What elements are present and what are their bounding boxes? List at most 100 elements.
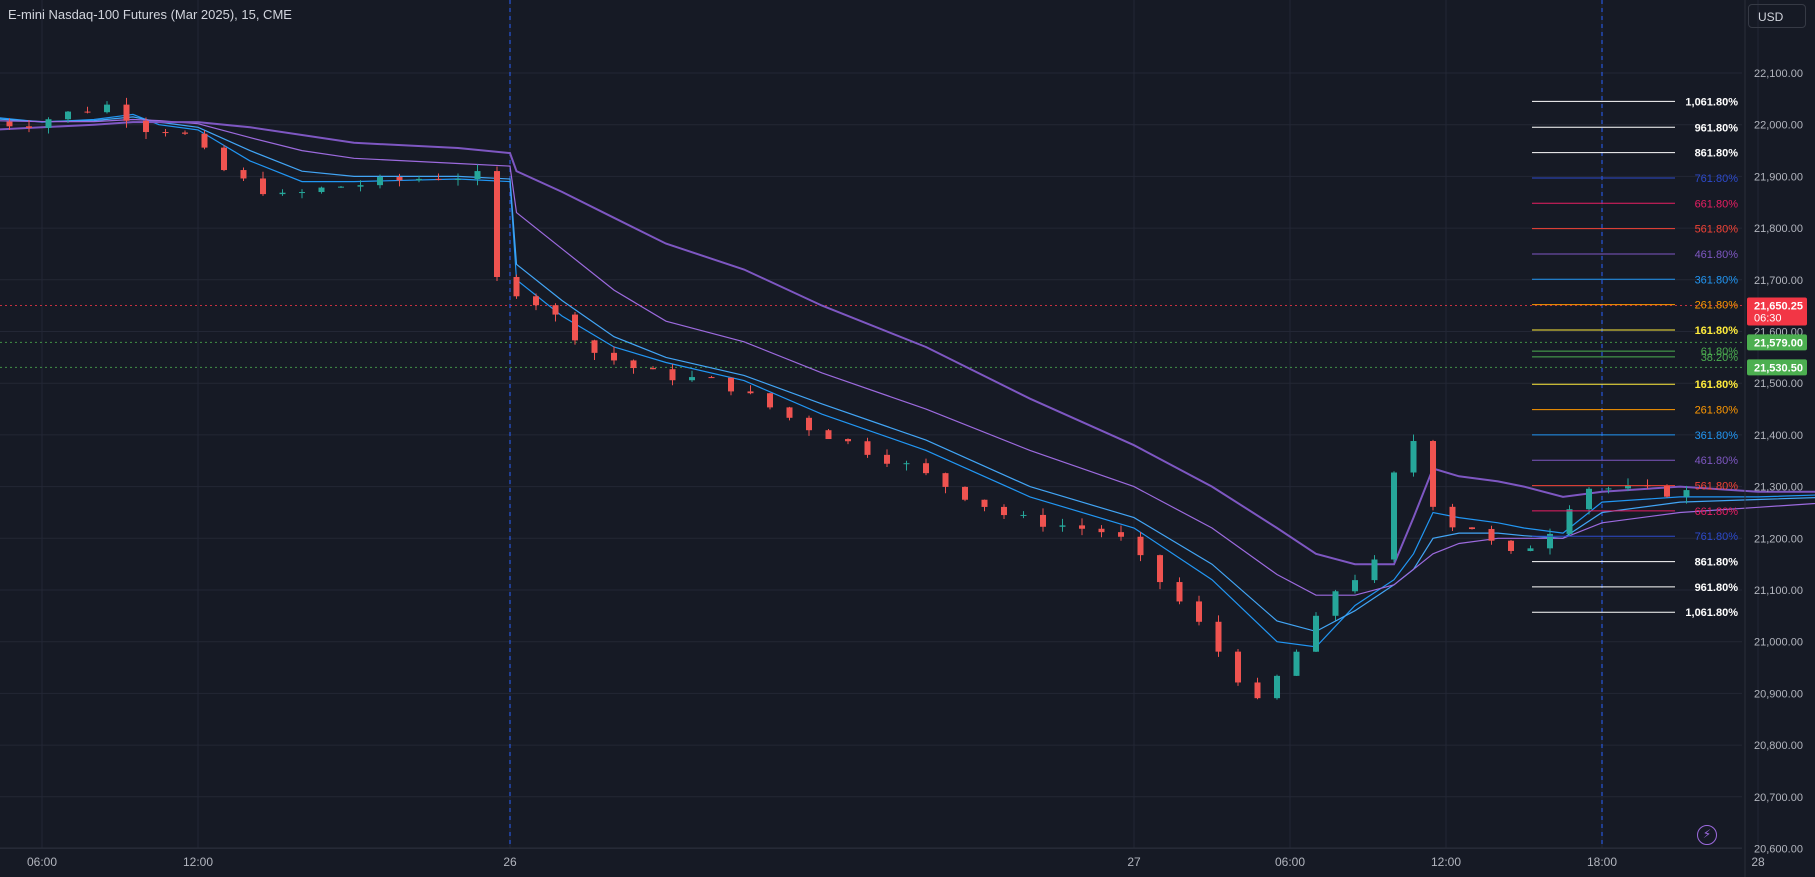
fib-level-label: 561.80%	[1695, 481, 1739, 493]
price-tag-countdown: 06:30	[1754, 313, 1782, 325]
candle-body	[1274, 675, 1280, 699]
candle-body	[1137, 536, 1144, 556]
candle-body	[455, 179, 461, 181]
candle-body	[143, 120, 149, 133]
candle-body	[767, 393, 773, 408]
candle-body	[494, 171, 500, 277]
candle-body	[786, 407, 793, 418]
candle-body	[299, 192, 305, 194]
candle-body	[864, 441, 871, 455]
candle-body	[708, 377, 715, 379]
candle-body	[630, 360, 637, 369]
candle-body	[1664, 485, 1670, 497]
candle-body	[1215, 621, 1222, 652]
candle-body	[1586, 488, 1592, 510]
candle-body	[1176, 582, 1183, 602]
candle-body	[162, 132, 169, 134]
candle-body	[104, 104, 110, 113]
candle-body	[1410, 441, 1417, 473]
y-tick-label: 21,800.00	[1754, 223, 1803, 235]
fib-level-label: 1,061.80%	[1685, 96, 1738, 108]
fib-level-label: 361.80%	[1695, 274, 1739, 286]
x-tick-label: 12:00	[183, 855, 213, 869]
candle-body	[1371, 559, 1378, 581]
candle-body	[416, 178, 422, 181]
fib-level-label: 961.80%	[1695, 582, 1739, 594]
y-tick-label: 20,700.00	[1754, 792, 1803, 804]
candle-body	[1508, 540, 1514, 551]
price-tag-label: 21,530.50	[1754, 362, 1803, 374]
x-tick-label: 12:00	[1431, 855, 1461, 869]
candle-body	[611, 352, 617, 361]
fib-level-label: 661.80%	[1695, 198, 1739, 210]
candle-body	[357, 185, 364, 187]
candle-body	[689, 377, 695, 381]
candle-body	[513, 276, 520, 297]
candle-body	[1001, 506, 1007, 516]
candle-body	[396, 177, 403, 181]
candle-body	[1313, 615, 1319, 652]
candle-body	[942, 473, 949, 487]
price-tag	[1747, 334, 1807, 351]
candle-body	[1079, 525, 1085, 529]
candle-body	[84, 111, 91, 113]
candle-body	[884, 454, 890, 464]
y-tick-label: 21,300.00	[1754, 482, 1803, 494]
candle-body	[279, 192, 286, 195]
y-tick-label: 21,700.00	[1754, 275, 1803, 287]
candle-body	[825, 430, 832, 440]
y-tick-label: 21,400.00	[1754, 430, 1803, 442]
candle-body	[338, 186, 344, 188]
fib-level-label: 361.80%	[1695, 430, 1739, 442]
fib-level-label: 38.20%	[1701, 352, 1739, 364]
fib-level-label: 961.80%	[1695, 122, 1739, 134]
candle-body	[377, 177, 383, 186]
candle-body	[26, 126, 32, 128]
candle-body	[123, 104, 130, 121]
y-tick-label: 21,000.00	[1754, 637, 1803, 649]
y-tick-label: 21,100.00	[1754, 585, 1803, 597]
candle-body	[45, 119, 52, 128]
candle-body	[221, 147, 227, 171]
fib-level-label: 861.80%	[1695, 148, 1739, 160]
fib-level-label: 461.80%	[1695, 249, 1739, 261]
x-tick-label: 06:00	[27, 855, 57, 869]
y-tick-label: 20,900.00	[1754, 688, 1803, 700]
currency-selector[interactable]: USD	[1748, 4, 1806, 28]
price-tag-label: 21,579.00	[1754, 337, 1803, 349]
candle-body	[65, 111, 71, 120]
fib-level-label: 261.80%	[1695, 405, 1739, 417]
candle-body	[1157, 555, 1163, 583]
y-tick-label: 21,500.00	[1754, 378, 1803, 390]
candle-body	[1098, 528, 1105, 533]
candle-body	[1430, 441, 1436, 507]
x-tick-label: 06:00	[1275, 855, 1305, 869]
candle-body	[1469, 527, 1475, 530]
fib-level-label: 661.80%	[1695, 506, 1739, 518]
candle-body	[1059, 525, 1066, 527]
candle-body	[1683, 490, 1690, 497]
candle-body	[1235, 651, 1241, 683]
y-tick-label: 20,600.00	[1754, 844, 1803, 856]
fib-level-label: 561.80%	[1695, 224, 1739, 236]
candle-body	[1332, 591, 1339, 616]
fib-level-label: 1,061.80%	[1685, 607, 1738, 619]
y-tick-label: 20,800.00	[1754, 740, 1803, 752]
candle-body	[533, 296, 539, 306]
price-tag	[1747, 359, 1807, 376]
lightning-bolt-icon[interactable]: ⚡	[1697, 825, 1717, 845]
candle-body	[1196, 601, 1202, 622]
x-tick-label: 26	[503, 855, 517, 869]
candle-body	[981, 499, 988, 507]
fib-level-label: 761.80%	[1695, 173, 1739, 185]
fib-level-label: 161.80%	[1695, 379, 1739, 391]
candle-body	[240, 170, 247, 179]
candle-body	[1391, 472, 1397, 560]
candle-body	[260, 178, 266, 195]
candle-body	[1566, 509, 1573, 534]
candle-body	[182, 132, 188, 134]
candle-body	[1449, 506, 1456, 528]
candle-body	[903, 463, 910, 465]
fib-level-label: 61.80%	[1701, 346, 1739, 358]
